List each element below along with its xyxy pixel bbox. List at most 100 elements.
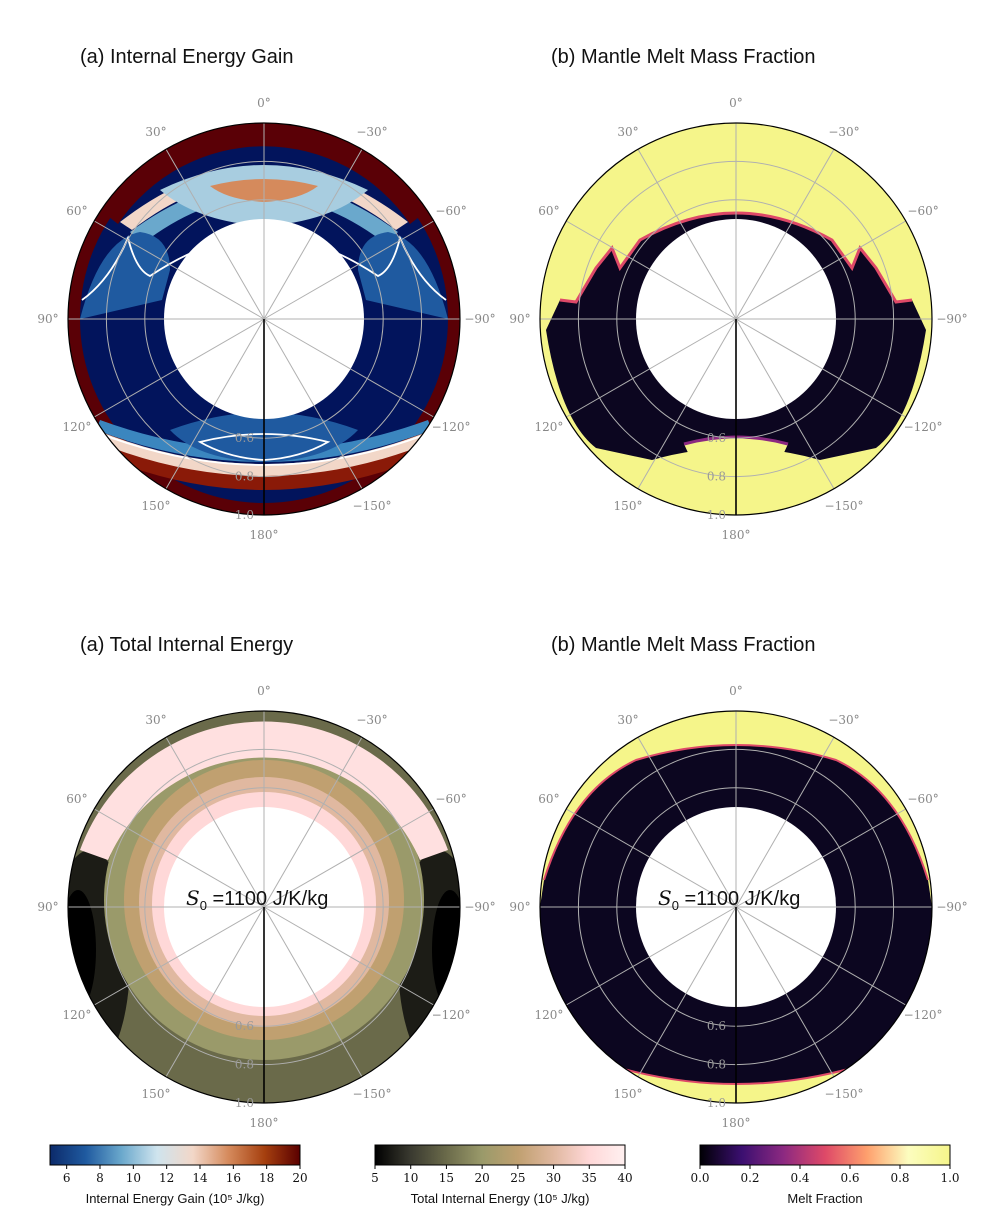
entropy-annotation: S0 =1100 J/K/kg xyxy=(186,886,328,913)
theta-tick-label: 180° xyxy=(250,528,279,542)
angular-gridline xyxy=(637,737,737,908)
angular-gridline xyxy=(263,906,434,1006)
hot-cap-top xyxy=(100,123,428,224)
angular-gridline xyxy=(735,318,906,418)
blue-region-right xyxy=(358,232,448,319)
theta-tick-label: −30° xyxy=(356,713,387,727)
theta-tick-label: 120° xyxy=(534,1008,563,1022)
colorbar-tick-label: 1.0 xyxy=(940,1171,959,1185)
theta-tick-label: −90° xyxy=(936,900,967,914)
theta-tick-label: 60° xyxy=(538,792,559,806)
angular-gridline xyxy=(165,737,265,908)
theta-tick-label: −150° xyxy=(353,1087,392,1101)
colorbar-gradient xyxy=(374,1144,626,1166)
r-tick-label: 0.8 xyxy=(707,1058,726,1072)
r-tick-label: 0.6 xyxy=(707,1019,726,1033)
theta-tick-label: 30° xyxy=(617,713,638,727)
theta-tick-label: 30° xyxy=(145,713,166,727)
angular-gridline xyxy=(566,318,737,418)
angular-gridline xyxy=(263,220,434,320)
angular-gridline xyxy=(263,149,363,320)
r-tick-label: 0.8 xyxy=(235,470,254,484)
outer-boundary xyxy=(67,710,461,1104)
colorbar-gradient xyxy=(49,1144,301,1166)
colorbar-label: Internal Energy Gain (10⁵ J/kg) xyxy=(86,1191,265,1206)
angular-gridline xyxy=(263,808,434,908)
colorbar-tick-label: 40 xyxy=(617,1171,632,1185)
theta-tick-label: 0° xyxy=(729,684,743,698)
theta-tick-label: 180° xyxy=(250,1116,279,1130)
cold-core-left xyxy=(68,890,96,1010)
colorbar-tick-label: 12 xyxy=(159,1171,174,1185)
colorbar-tick-label: 8 xyxy=(96,1171,104,1185)
colorbar-tick-label: 0.6 xyxy=(840,1171,859,1185)
colorbar-tick-label: 35 xyxy=(582,1171,597,1185)
colorbar-label: Total Internal Energy (10⁵ J/kg) xyxy=(411,1191,590,1206)
theta-tick-label: −150° xyxy=(825,499,864,513)
r-tick-label: 1.0 xyxy=(707,1096,726,1110)
polar-axes-4: 0° 30° 60° 90° 120° 150° 180° −150° −120° −90° −60… xyxy=(509,684,967,1130)
melt-contour-bottom xyxy=(197,433,331,461)
polar-axes-2: 0° 30° 60° 90° 120° 150° 180° −150° −120° −90° −60… xyxy=(509,96,967,542)
r-tick-label: 0.6 xyxy=(707,431,726,445)
angular-gridline xyxy=(263,318,363,489)
r-tick-label: 1.0 xyxy=(235,1096,254,1110)
angular-gridline xyxy=(735,220,906,320)
angular-gridline xyxy=(735,906,906,1006)
angular-gridline xyxy=(735,808,906,908)
colorbar-tick-label: 0.4 xyxy=(790,1171,809,1185)
colorbar-tick-label: 10 xyxy=(403,1171,418,1185)
panel-title-a-bottom: (a) Total Internal Energy xyxy=(80,634,294,656)
theta-tick-label: −60° xyxy=(907,204,938,218)
theta-tick-label: −90° xyxy=(464,312,495,326)
pink-cap-top xyxy=(80,721,448,860)
theta-tick-label: 60° xyxy=(538,204,559,218)
entropy-annotation: S0 =1100 J/K/kg xyxy=(658,886,800,913)
colorbar-1: 6 8 10 12 14 16 18 20 Internal Energy Gain (10⁵ … xyxy=(49,1144,308,1206)
theta-tick-label: 150° xyxy=(142,1087,171,1101)
theta-tick-label: 120° xyxy=(62,1008,91,1022)
cold-core-right xyxy=(432,890,460,1010)
theta-tick-label: 0° xyxy=(729,96,743,110)
r-tick-label: 0.8 xyxy=(707,470,726,484)
theta-tick-label: 90° xyxy=(509,312,530,326)
angular-gridline xyxy=(94,220,265,320)
polar-axes-3: 0° 30° 60° 90° 120° 150° 180° −150° −120° −90° −60… xyxy=(37,684,495,1130)
colorbar-label: Melt Fraction xyxy=(787,1191,862,1206)
theta-tick-label: −30° xyxy=(828,125,859,139)
theta-tick-label: 150° xyxy=(614,1087,643,1101)
blue-region-left xyxy=(80,232,170,319)
theta-tick-label: −60° xyxy=(435,204,466,218)
theta-tick-label: −120° xyxy=(432,420,471,434)
theta-tick-label: 30° xyxy=(617,125,638,139)
r-tick-label: 0.6 xyxy=(235,1019,254,1033)
theta-tick-label: 90° xyxy=(509,900,530,914)
outer-boundary xyxy=(539,122,933,516)
theta-tick-label: −120° xyxy=(904,420,943,434)
r-tick-label: 1.0 xyxy=(707,508,726,522)
outer-boundary xyxy=(67,122,461,516)
colorbar-tick-label: 5 xyxy=(371,1171,379,1185)
angular-gridline xyxy=(263,906,363,1077)
colorbar-tick-label: 10 xyxy=(126,1171,141,1185)
angular-gridline xyxy=(94,906,265,1006)
angular-gridline xyxy=(735,149,835,320)
theta-tick-label: 180° xyxy=(722,1116,751,1130)
angular-gridline xyxy=(263,318,434,418)
colorbar-gradient xyxy=(699,1144,951,1166)
blue-band-bottom xyxy=(96,420,432,462)
theta-tick-label: −150° xyxy=(353,499,392,513)
r-tick-label: 0.8 xyxy=(235,1058,254,1072)
angular-gridline xyxy=(566,808,737,908)
theta-tick-label: 60° xyxy=(66,792,87,806)
light-band-bottom xyxy=(92,430,436,476)
panel-title-b-top: (b) Mantle Melt Mass Fraction xyxy=(551,46,816,68)
polar-axes-1: 0° 30° 60° 90° 120° 150° 180° −150° −120° −90° −60… xyxy=(37,96,495,542)
theta-tick-label: 120° xyxy=(62,420,91,434)
colorbar-tick-label: 16 xyxy=(226,1171,241,1185)
theta-tick-label: −60° xyxy=(907,792,938,806)
theta-tick-label: −30° xyxy=(356,125,387,139)
colorbar-tick-label: 20 xyxy=(292,1171,307,1185)
colorbar-3: 0.0 0.2 0.4 0.6 0.8 1.0 Melt Fraction xyxy=(690,1144,960,1206)
